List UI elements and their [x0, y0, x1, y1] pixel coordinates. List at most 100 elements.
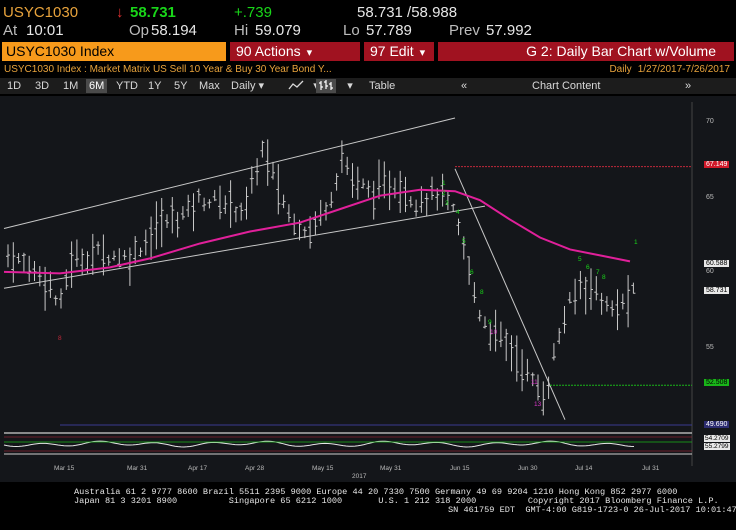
frequency-dropdown[interactable]: Daily ▾: [228, 79, 267, 93]
chart-title-button[interactable]: G 2: Daily Bar Chart w/Volume: [438, 42, 734, 61]
chart-overlays: [3, 117, 692, 452]
x-tick-jul14: Jul 14: [575, 465, 593, 472]
quote-line-primary: USYC1030 ↓ 58.731 +.739 58.731 /58.988: [0, 4, 736, 21]
price-chart[interactable]: 8 1 2 3 4 5 6 8 9 10 11 13 5 6 7 8 1 70 65 60 55 67.149 …: [0, 96, 736, 482]
td-count-label: 9: [488, 319, 492, 326]
edit-menu-button[interactable]: 97 Edit ▾: [364, 42, 434, 61]
actions-label: 90 Actions: [236, 43, 301, 59]
y-tick-55: 55: [706, 344, 714, 351]
ticker-symbol[interactable]: USYC1030: [3, 4, 79, 21]
x-tick-jul31: Jul 31: [642, 465, 660, 472]
x-tick-apr28: Apr 28: [245, 465, 265, 472]
price-tag-resistance: 67.149: [704, 161, 730, 168]
bid-ask: 58.731 /58.988: [357, 4, 458, 21]
upper-trendline: [3, 117, 456, 230]
high-label: Hi: [234, 22, 249, 39]
expand-right-icon[interactable]: »: [684, 80, 692, 92]
downtrend-line: [454, 168, 566, 420]
at-time: 10:01: [26, 22, 64, 39]
range-1d[interactable]: 1D: [7, 80, 22, 92]
table-button[interactable]: Table: [369, 80, 396, 92]
price-tag-bottom: 49.690: [704, 421, 730, 428]
footer-line-2: Japan 81 3 3201 8900 Singapore 65 6212 1…: [74, 496, 719, 506]
security-field[interactable]: USYC1030 Index: [2, 42, 226, 61]
td-count-label: 13: [534, 401, 542, 408]
x-tick-apr17: Apr 17: [188, 465, 208, 472]
td-count-label: 10: [490, 329, 498, 336]
td-count-label: 8: [480, 289, 484, 296]
period-info: Daily 1/27/2017-7/26/2017: [609, 64, 730, 75]
collapse-left-icon[interactable]: «: [460, 80, 468, 92]
low-value: 57.789: [366, 22, 412, 39]
chevron-down-icon: ▾: [419, 47, 426, 59]
range-6m[interactable]: 6M: [86, 79, 108, 93]
lower-tag-1: 54.2709: [704, 435, 730, 442]
td-count-label: 1: [442, 180, 446, 187]
price-tag-support: 52.508: [704, 379, 730, 386]
range-ytd[interactable]: YTD: [116, 80, 138, 92]
chevron-down-icon: ▾: [258, 80, 265, 92]
x-tick-mar31: Mar 31: [127, 465, 148, 472]
high-value: 59.079: [255, 22, 301, 39]
function-bar: USYC1030 Index 90 Actions ▾ 97 Edit ▾ G 2:…: [0, 42, 736, 62]
x-tick-mar15: Mar 15: [54, 465, 75, 472]
td-count-label: 3: [445, 200, 449, 207]
x-tick-may15: May 15: [312, 465, 334, 472]
price-tag-ma: 60.588: [704, 260, 730, 267]
td-count-label: 8: [58, 335, 62, 342]
at-label: At: [3, 22, 18, 39]
date-range[interactable]: 1/27/2017-7/26/2017: [637, 64, 730, 75]
chart-content-button[interactable]: Chart Content: [532, 80, 601, 92]
range-5y[interactable]: 5Y: [174, 80, 188, 92]
price-tag-last: 58.731: [704, 287, 730, 294]
year-label: 2017: [352, 473, 367, 480]
td-count-label: 4: [456, 209, 460, 216]
open-label: Op: [129, 22, 150, 39]
td-count-label: 8: [602, 274, 606, 281]
td-count-label: 5: [578, 256, 582, 263]
td-count-label: 5: [462, 238, 466, 245]
footer-line-1: Australia 61 2 9777 8600 Brazil 5511 239…: [74, 487, 678, 497]
last-price: 58.731: [130, 4, 176, 21]
td-count-label: 6: [586, 264, 590, 271]
footer-contacts: Australia 61 2 9777 8600 Brazil 5511 239…: [0, 484, 736, 530]
chevron-down-icon[interactable]: ▾: [347, 80, 353, 92]
range-1m[interactable]: 1M: [63, 80, 79, 92]
chevron-down-icon: ▾: [306, 47, 313, 59]
bar-chart-icon[interactable]: [316, 79, 336, 93]
lower-tag-2: 55.2799: [704, 443, 730, 450]
low-label: Lo: [343, 22, 360, 39]
price-bars: [6, 139, 636, 416]
chart-toolbar: 1D 3D 1M 6M YTD 1Y 5Y Max Daily ▾ ▾ ▾ Ta…: [0, 78, 736, 94]
moving-average-line: [3, 188, 631, 275]
actions-menu-button[interactable]: 90 Actions ▾: [230, 42, 360, 61]
td-count-label: 2: [442, 190, 446, 197]
range-1y[interactable]: 1Y: [148, 80, 162, 92]
x-tick-jun15: Jun 15: [450, 465, 470, 472]
td-count-label: 11: [531, 379, 538, 386]
prev-label: Prev: [449, 22, 480, 39]
x-tick-jun30: Jun 30: [518, 465, 538, 472]
y-tick-70: 70: [706, 118, 714, 125]
net-change: +.739: [234, 4, 272, 21]
edit-label: 97 Edit: [370, 43, 414, 59]
prev-value: 57.992: [486, 22, 532, 39]
line-chart-icon[interactable]: [286, 79, 306, 93]
x-tick-may31: May 31: [380, 465, 402, 472]
lower-trendline: [3, 205, 486, 289]
td-count-label: 7: [596, 269, 600, 276]
footer-line-3: SN 461759 EDT GMT-4:00 G819-1723-0 26-Ju…: [448, 505, 736, 515]
open-value: 58.194: [151, 22, 197, 39]
td-count-label: 1: [634, 239, 638, 246]
quote-line-secondary: At 10:01 Op 58.194 Hi 59.079 Lo 57.789 P…: [0, 22, 736, 39]
down-arrow-icon: ↓: [116, 4, 124, 21]
y-tick-60: 60: [706, 268, 714, 275]
security-description: USYC1030 Index : Market Matrix US Sell 1…: [4, 64, 332, 75]
range-3d[interactable]: 3D: [35, 80, 50, 92]
period-label: Daily: [609, 64, 632, 75]
range-max[interactable]: Max: [199, 80, 220, 92]
td-count-label: 6: [470, 269, 474, 276]
frequency-label: Daily: [231, 80, 256, 92]
